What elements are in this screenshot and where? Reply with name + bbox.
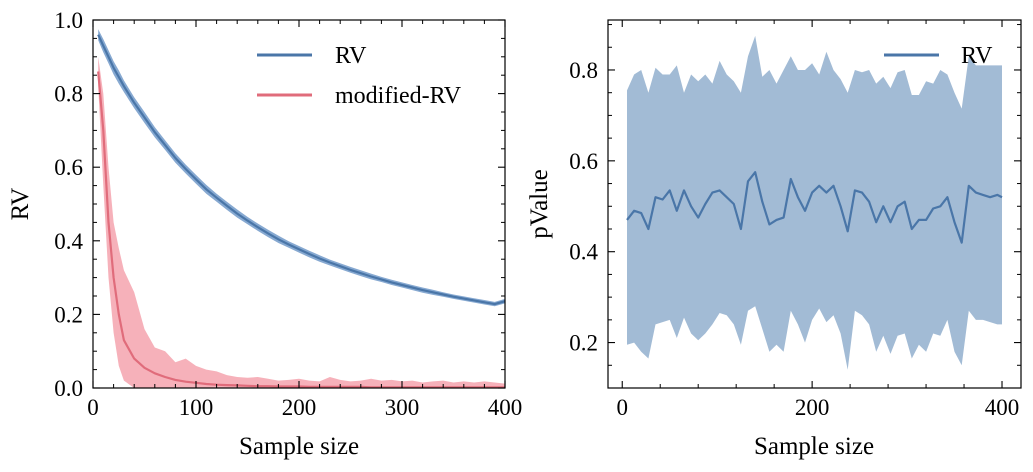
- right-plot-area: [626, 35, 1003, 370]
- left-rv-line: [97, 34, 505, 306]
- right-ticks: [608, 20, 1021, 389]
- left-y-tick-label: 0.0: [54, 376, 83, 401]
- right-y-axis-label: pValue: [526, 169, 553, 238]
- right-axes-frame: [607, 19, 1022, 389]
- left-y-tick-label: 0.8: [54, 82, 83, 107]
- right-bands: [627, 35, 1002, 370]
- left-ticks: [92, 19, 506, 389]
- left-x-tick-labels: 0 100 200 300 400: [87, 395, 522, 420]
- left-y-tick-label: 0.4: [54, 229, 83, 254]
- right-y-tick-labels: 0.2 0.4 0.6 0.8: [569, 58, 598, 356]
- right-legend: RV: [884, 43, 993, 69]
- right-x-tick-label: 400: [985, 395, 1020, 420]
- left-legend: RV modified-RV: [257, 43, 462, 109]
- left-y-axis-label: RV: [7, 188, 34, 221]
- left-rv-band: [98, 29, 505, 307]
- left-modified-rv-band: [98, 56, 505, 388]
- right-x-axis-label: Sample size: [754, 433, 874, 460]
- right-y-tick-label: 0.2: [569, 331, 598, 356]
- right-rv-line: [626, 171, 1003, 244]
- left-y-tick-label: 1.0: [54, 8, 83, 33]
- right-y-tick-label: 0.8: [569, 58, 598, 83]
- left-lines: [97, 34, 505, 388]
- right-y-tick-label: 0.4: [569, 240, 598, 265]
- left-x-tick-label: 400: [488, 395, 523, 420]
- left-y-tick-label: 0.2: [54, 302, 83, 327]
- right-lines: [626, 171, 1003, 244]
- right-y-tick-label: 0.6: [569, 149, 598, 174]
- right-x-tick-label: 0: [616, 395, 628, 420]
- left-legend-rv-label: RV: [335, 43, 367, 69]
- right-x-tick-label: 200: [795, 395, 830, 420]
- watermark: @稀土掘金技术社区: [883, 438, 1018, 456]
- left-chart: 0 100 200 300 400 0.0 0.2 0.4 0.6 0.8 1.0 Sample …: [7, 8, 522, 460]
- right-rv-band: [627, 35, 1002, 370]
- right-chart: 0 200 400 0.20.40.60.8 Sample size pValue …: [526, 19, 1022, 460]
- right-x-tick-labels: 0 200 400: [616, 395, 1019, 420]
- left-y-tick-label: 0.6: [54, 155, 83, 180]
- left-plot-area: [97, 29, 505, 388]
- left-x-tick-label: 100: [179, 395, 214, 420]
- right-legend-rv-label: RV: [961, 43, 993, 69]
- left-modified-rv-line: [97, 71, 505, 388]
- left-axes-frame: [92, 19, 506, 389]
- left-y-tick-labels: 0.0 0.2 0.4 0.6 0.8 1.0: [54, 8, 83, 401]
- left-x-tick-label: 200: [282, 395, 317, 420]
- left-x-tick-label: 300: [385, 395, 420, 420]
- left-legend-modified-rv-label: modified-RV: [335, 83, 462, 109]
- left-x-tick-label: 0: [87, 395, 99, 420]
- left-x-axis-label: Sample size: [239, 433, 359, 460]
